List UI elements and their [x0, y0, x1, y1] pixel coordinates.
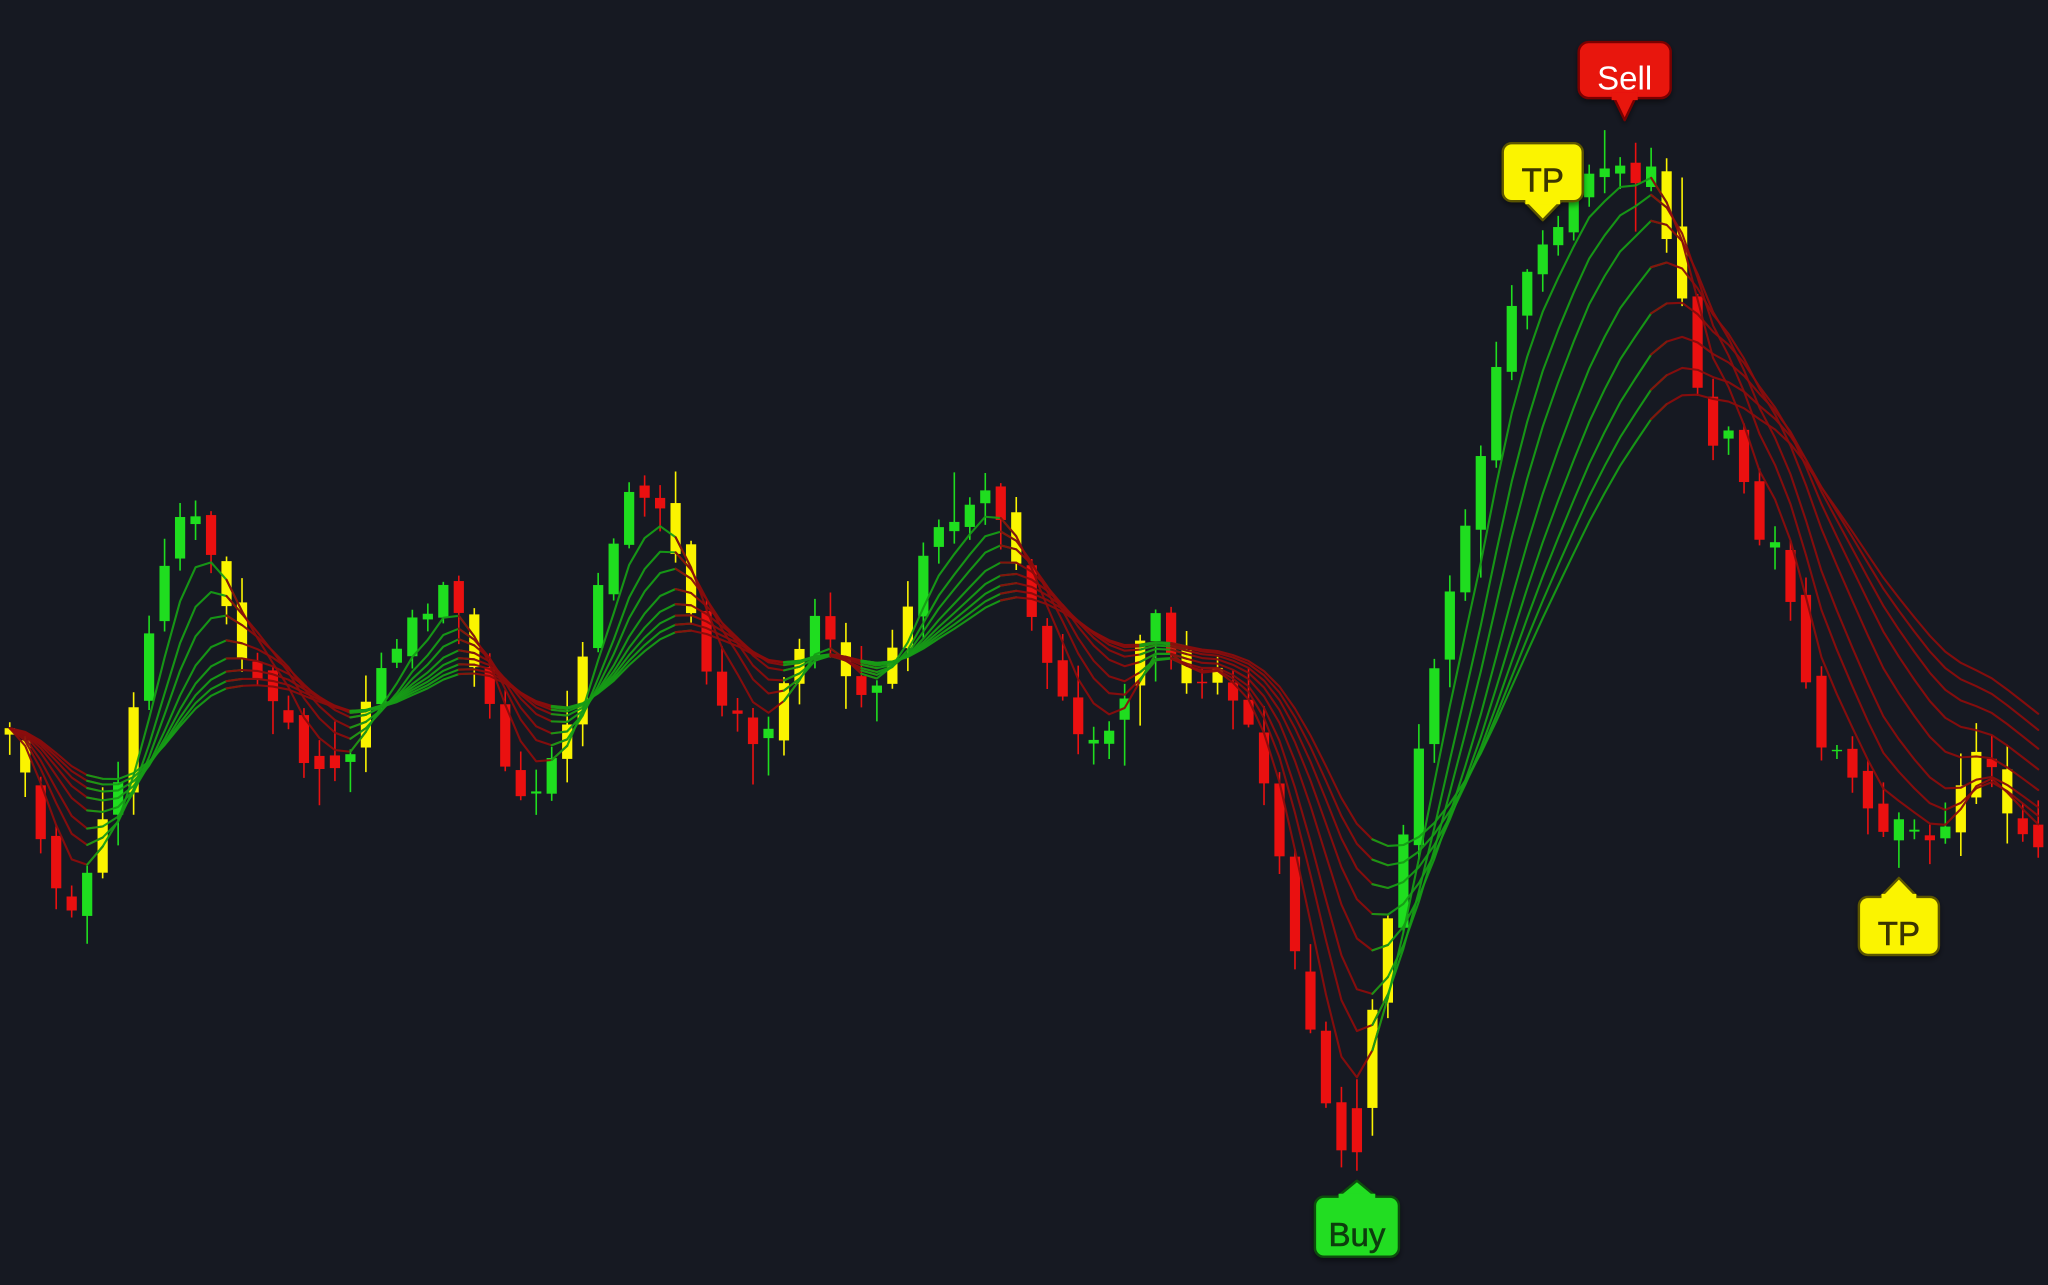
svg-text:Sell: Sell	[1597, 59, 1652, 96]
svg-text:TP: TP	[1878, 915, 1920, 952]
svg-text:TP: TP	[1522, 161, 1564, 198]
svg-text:Buy: Buy	[1328, 1216, 1385, 1253]
